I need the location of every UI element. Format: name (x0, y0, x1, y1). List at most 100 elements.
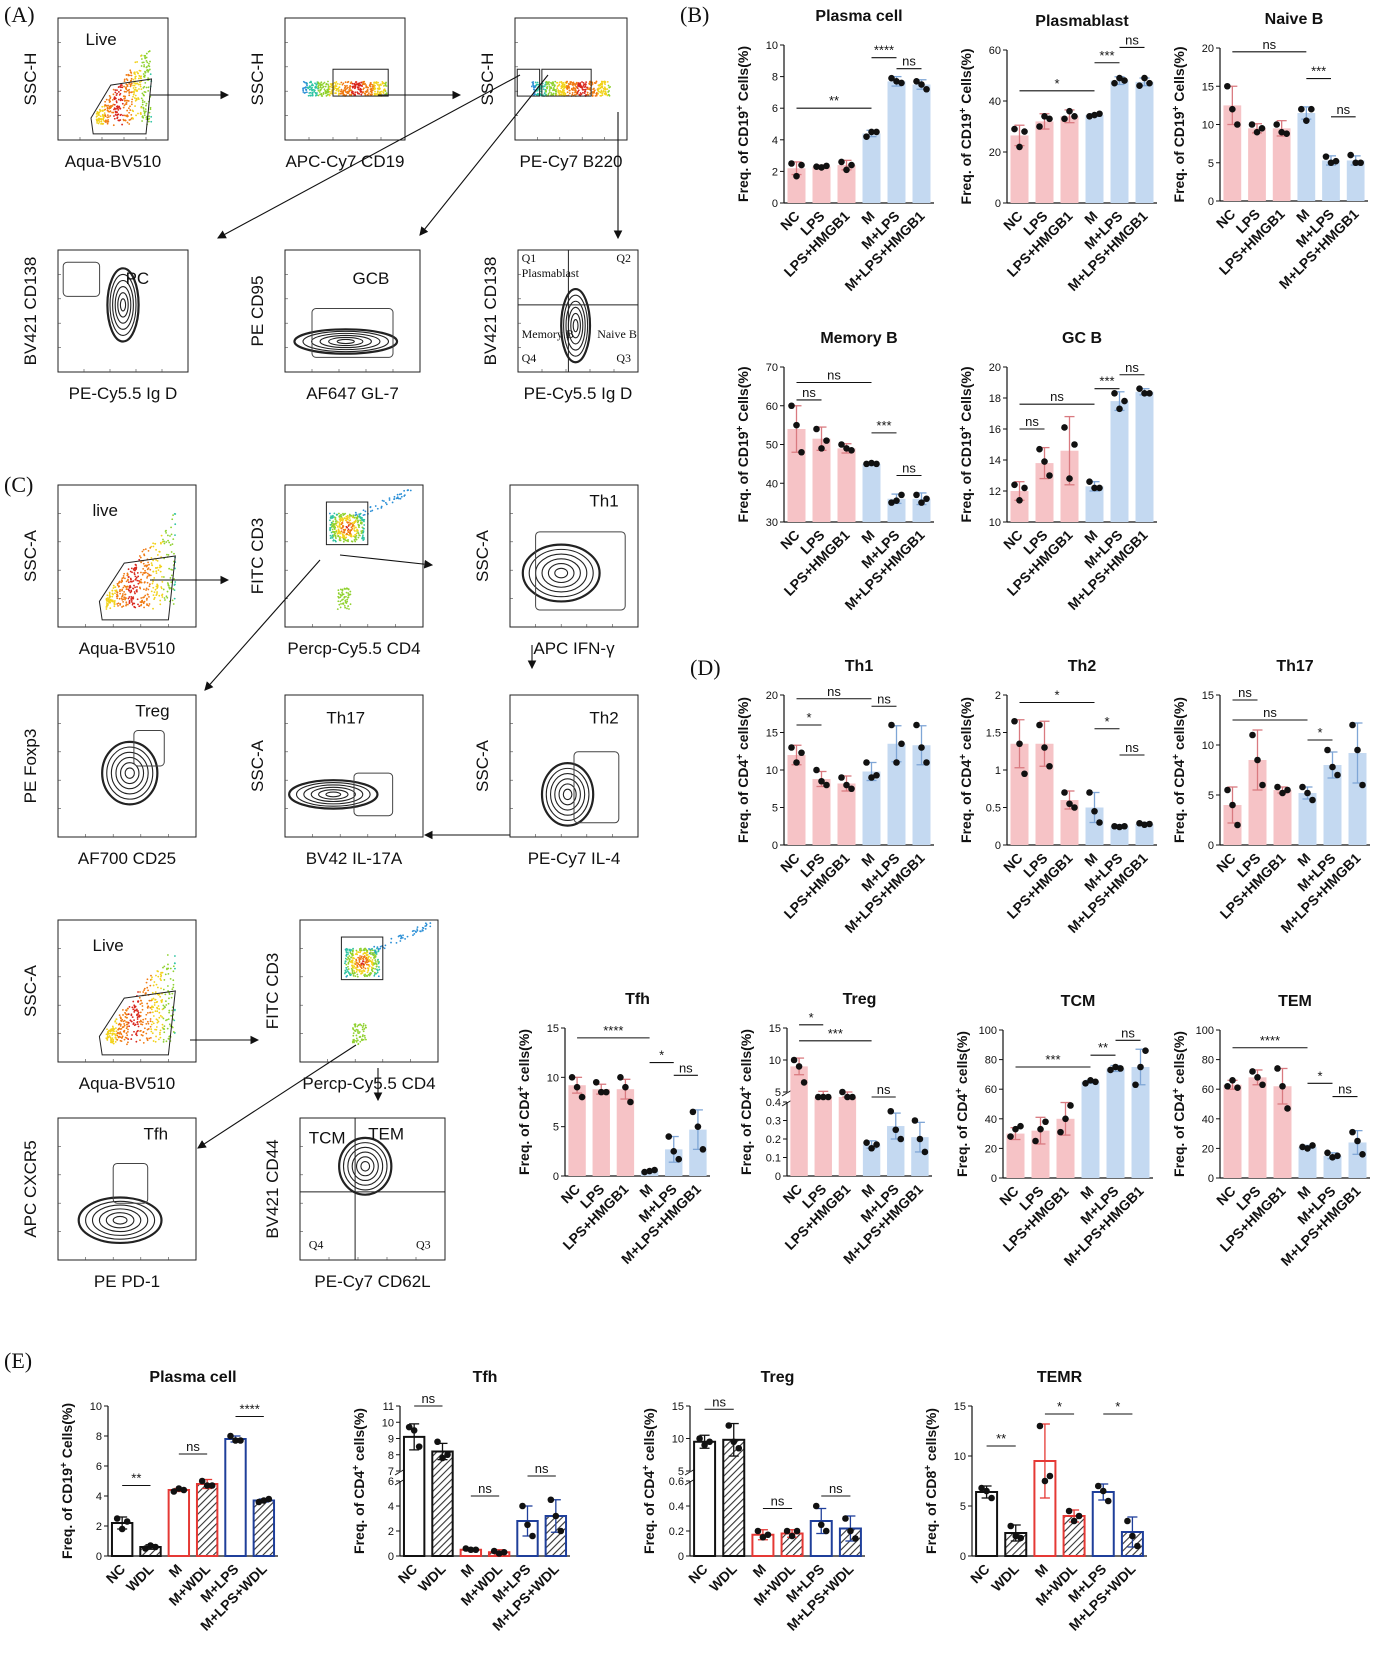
event-dot (374, 90, 376, 93)
event-dot (343, 517, 346, 520)
event-dot (347, 968, 350, 970)
event-dot (348, 608, 350, 610)
event-dot (136, 1018, 139, 1020)
data-point (1091, 111, 1098, 119)
event-dot (339, 520, 342, 523)
data-point (1136, 82, 1143, 89)
y-tick-label: 0 (772, 840, 778, 852)
event-dot (350, 529, 352, 531)
data-point (793, 421, 800, 429)
event-dot (331, 86, 333, 89)
bar-m-plus-lps (1110, 80, 1129, 203)
event-dot (173, 597, 176, 600)
event-dot (116, 1032, 119, 1035)
event-dot (346, 517, 349, 520)
contour-line (558, 783, 577, 806)
event-dot (376, 968, 378, 971)
event-dot (117, 605, 119, 607)
data-point (793, 759, 800, 766)
event-dot (347, 965, 349, 968)
event-dot (346, 968, 348, 971)
event-dot (130, 103, 133, 106)
event-dot (360, 1024, 363, 1027)
event-dot (159, 978, 162, 980)
event-dot (351, 961, 354, 964)
event-dot (166, 1027, 169, 1030)
data-point (1229, 105, 1236, 113)
contour-line (351, 1151, 379, 1182)
event-dot (330, 91, 333, 93)
event-dot (369, 90, 372, 93)
event-dot (563, 87, 565, 90)
y-tick-label: 20 (989, 147, 1001, 159)
event-dot (601, 86, 604, 89)
event-dot (351, 1040, 354, 1043)
event-dot (145, 981, 148, 984)
event-dot (353, 957, 356, 960)
event-dot (355, 1040, 358, 1043)
event-dot (171, 599, 174, 602)
contour-line (105, 1212, 135, 1229)
event-dot (108, 1035, 111, 1037)
event-dot (136, 71, 138, 73)
panel-label-a: (A) (4, 2, 35, 27)
event-dot (344, 81, 347, 84)
event-dot (373, 86, 376, 89)
event-dot (101, 122, 103, 125)
event-dot (118, 585, 121, 588)
data-point (1121, 397, 1128, 405)
significance-label: * (1317, 725, 1322, 740)
bar-lps-plus-hmgb1 (838, 1097, 857, 1176)
event-dot (150, 999, 152, 1002)
event-dot (166, 954, 169, 956)
data-point (923, 495, 930, 503)
event-dot (398, 497, 400, 500)
event-dot (145, 589, 147, 591)
data-point (842, 1515, 849, 1522)
x-axis-label: Aqua-BV510 (79, 639, 175, 658)
event-dot (168, 1023, 171, 1026)
event-dot (347, 962, 350, 965)
contour-line (318, 789, 349, 800)
event-dot (548, 89, 551, 91)
event-dot (126, 1016, 128, 1019)
event-dot (591, 83, 594, 85)
event-dot (375, 82, 378, 85)
event-dot (362, 963, 365, 966)
event-dot (358, 92, 361, 95)
event-dot (353, 527, 356, 529)
contour-line (570, 312, 581, 339)
data-point (568, 1074, 576, 1081)
event-dot (172, 1031, 175, 1033)
event-dot (120, 98, 123, 101)
event-dot (358, 970, 361, 973)
event-dot (160, 987, 162, 990)
event-dot (109, 1030, 112, 1033)
chart-title: Treg (843, 991, 877, 1008)
data-point (1146, 79, 1153, 87)
event-dot (102, 118, 104, 121)
event-dot (136, 82, 139, 85)
event-dot (583, 86, 586, 89)
event-dot (351, 950, 354, 953)
event-dot (155, 983, 158, 986)
event-dot (121, 577, 124, 580)
event-dot (140, 77, 143, 80)
event-dot (146, 597, 148, 600)
event-dot (127, 1041, 129, 1044)
event-dot (583, 83, 586, 86)
event-dot (173, 577, 175, 580)
event-dot (352, 974, 355, 977)
data-point (759, 1533, 767, 1541)
event-dot (133, 1019, 135, 1021)
y-tick-label: 40 (985, 1114, 997, 1126)
event-dot (174, 534, 176, 537)
event-dot (136, 586, 138, 588)
event-dot (126, 585, 129, 588)
gating-arrow (204, 559, 321, 691)
data-point (203, 1482, 211, 1489)
event-dot (166, 967, 168, 970)
event-dot (134, 86, 137, 89)
